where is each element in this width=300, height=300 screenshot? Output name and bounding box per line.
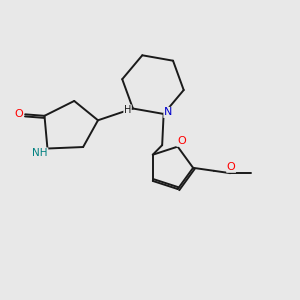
Text: O: O <box>227 162 236 172</box>
Text: NH: NH <box>32 148 48 158</box>
Text: N: N <box>164 107 172 118</box>
Text: O: O <box>14 109 23 119</box>
Text: H: H <box>124 105 131 115</box>
Text: O: O <box>177 136 186 146</box>
